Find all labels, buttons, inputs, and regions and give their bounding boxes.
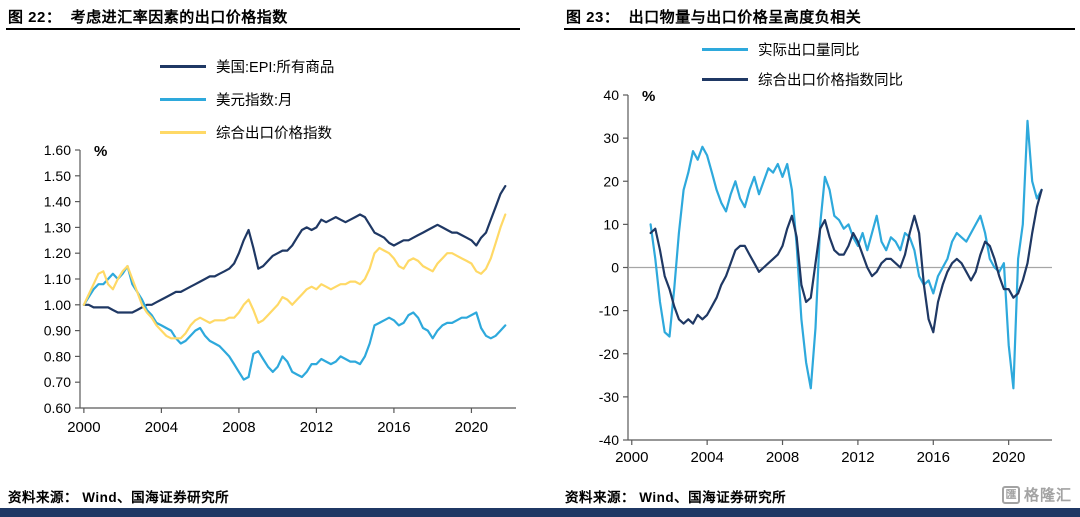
source-note: 资料来源： Wind、国海证券研究所: [565, 490, 787, 505]
legend-label: 实际出口量同比: [758, 42, 860, 59]
legend-label: 综合出口价格指数: [216, 126, 332, 142]
y-axis-unit-label: %: [94, 143, 107, 160]
y-tick-label: 0: [611, 260, 619, 276]
x-tick-label: 2012: [300, 419, 333, 436]
title-underline: [564, 28, 1075, 30]
y-tick-label: 0.80: [44, 348, 71, 364]
chart-title-23: 图 23： 出口物量与出口价格呈高度负相关: [566, 9, 862, 26]
chart-panel-right: 图 23： 出口物量与出口价格呈高度负相关 实际出口量同比 综合出口价格指数同比 …: [540, 0, 1080, 517]
legend-item: 综合出口价格指数同比: [702, 64, 903, 94]
line-chart-export-volume-vs-price: -40 -30 -20 -10 0 10 20 30 40 2000 2004 2008 2012 201…: [599, 87, 1052, 466]
y-tick-label: -10: [599, 303, 619, 319]
data-series-美元指数:月: [82, 265, 507, 381]
x-tick-label: 2008: [766, 449, 799, 466]
y-tick-label: -40: [599, 432, 619, 448]
y-tick-label: 0.90: [44, 323, 71, 339]
x-tick-label: 2004: [690, 449, 723, 466]
legend-swatch: [702, 77, 748, 81]
x-tick-label: 2004: [145, 419, 178, 436]
y-tick-label: 1.50: [44, 168, 71, 184]
data-series-美国:EPI:所有商品: [82, 185, 507, 314]
legend-swatch: [160, 131, 206, 134]
y-tick-label: -30: [599, 389, 619, 405]
legend-item: 美元指数:月: [160, 83, 334, 116]
y-tick-label: 10: [603, 216, 619, 232]
legend-item: 实际出口量同比: [702, 34, 903, 64]
source-note: 资料来源： Wind、国海证券研究所: [8, 490, 230, 505]
legend-left-chart: 美国:EPI:所有商品 美元指数:月综合出口价格指数: [160, 50, 334, 149]
title-underline: [6, 28, 520, 30]
legend-item: 综合出口价格指数: [160, 116, 334, 149]
legend-swatch: [702, 47, 748, 51]
gelonghui-logo: 匯 格隆汇: [1001, 484, 1072, 505]
y-tick-label: -20: [599, 346, 619, 362]
y-tick-label: 0.60: [44, 400, 71, 416]
y-tick-label: 1.30: [44, 219, 71, 235]
x-tick-label: 2016: [917, 449, 950, 466]
footer-bar: [0, 508, 1080, 517]
chart-panel-left: 图 22： 考虑进汇率因素的出口价格指数 美国:EPI:所有商品 美元指数:月综合…: [6, 9, 520, 505]
x-tick-label: 2016: [377, 419, 410, 436]
y-tick-label: 1.10: [44, 271, 71, 287]
legend-swatch: [160, 98, 206, 101]
data-series-综合出口价格指数: [82, 213, 507, 340]
x-tick-label: 2000: [615, 449, 648, 466]
legend-label: 综合出口价格指数同比: [758, 72, 903, 89]
y-axis-unit-label: %: [642, 88, 655, 105]
y-tick-label: 1.40: [44, 194, 71, 210]
legend-label: 美元指数:月: [216, 93, 293, 109]
y-tick-label: 1.60: [44, 142, 71, 158]
gelonghui-logo-text: 格隆汇: [1023, 487, 1072, 504]
gelonghui-logo-icon: 匯: [1001, 485, 1020, 504]
legend-right-chart: 实际出口量同比综合出口价格指数同比: [702, 34, 903, 94]
x-tick-label: 2020: [992, 449, 1025, 466]
y-tick-label: 20: [603, 173, 619, 189]
y-tick-label: 0.70: [44, 374, 71, 390]
y-tick-label: 30: [603, 130, 619, 146]
legend-label: 美国:EPI:所有商品: [216, 60, 335, 76]
x-tick-label: 2000: [67, 419, 100, 436]
x-tick-label: 2020: [455, 419, 488, 436]
data-series-综合出口价格指数同比: [649, 188, 1043, 334]
legend-swatch: [160, 65, 206, 68]
y-tick-label: 1.00: [44, 297, 71, 313]
line-chart-export-price-index: 0.60 0.70 0.80 0.90 1.00 1.10 1.20 1.30 1.40 1.50…: [44, 142, 516, 436]
data-series-实际出口量同比: [649, 119, 1043, 390]
legend-item: 美国:EPI:所有商品: [160, 50, 334, 83]
y-tick-label: 40: [603, 87, 619, 103]
y-tick-label: 1.20: [44, 245, 71, 261]
x-tick-label: 2008: [222, 419, 255, 436]
x-tick-label: 2012: [841, 449, 874, 466]
chart-title-22: 图 22： 考虑进汇率因素的出口价格指数: [8, 9, 288, 26]
